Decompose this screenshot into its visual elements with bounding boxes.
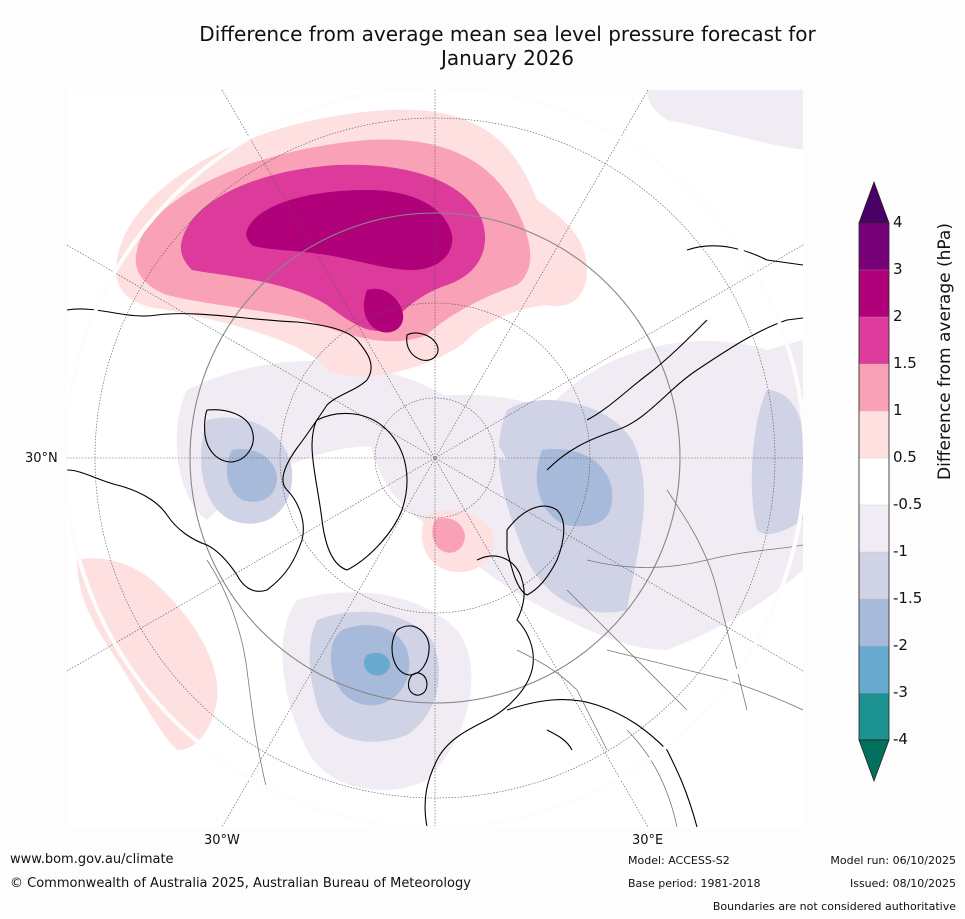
colorbar-band [858, 269, 890, 318]
footer-model-run: Model run: 06/10/2025 [830, 854, 956, 867]
footer-disclaimer: Boundaries are not considered authoritat… [712, 900, 956, 913]
anomaly-pink-greenland [432, 518, 465, 553]
coastlines [67, 245, 803, 827]
footer-issued: Issued: 08/10/2025 [849, 877, 956, 890]
colorbar-tick-label: 2 [893, 307, 903, 325]
colorbar-extend-bottom [858, 739, 890, 783]
footer-base-period: Base period: 1981-2018 [628, 877, 761, 890]
colorbar-tick-label: -0.5 [893, 495, 923, 513]
colorbar-bands [858, 222, 890, 741]
anomaly-lavender-east-edge [751, 390, 803, 535]
colorbar-axis-label: Difference from average (hPa) [935, 223, 955, 480]
anomaly-purple-aleutian [363, 288, 404, 333]
title-line-1: Difference from average mean sea level p… [199, 22, 816, 46]
colorbar-tick-label: -1.5 [893, 589, 923, 607]
label-30w: 30°W [204, 833, 240, 848]
colorbar-band [858, 692, 890, 741]
anomaly-blue-hudson [226, 449, 277, 502]
circle-latitude [189, 212, 681, 704]
colorbar-band [858, 551, 890, 600]
polar-map [63, 86, 807, 830]
colorbar-tick-label: 4 [893, 213, 903, 231]
chart-title: Difference from average mean sea level p… [150, 22, 865, 70]
colorbar-band [858, 645, 890, 694]
colorbar-tick-label: -2 [893, 636, 908, 654]
anomaly-pink-west-atlantic [77, 558, 218, 750]
footer-model: Model: ACCESS-S2 [628, 854, 730, 867]
country-borders [206, 489, 803, 827]
anomaly-blue-siberia [536, 449, 613, 527]
label-30e: 30°E [632, 833, 664, 848]
label-30n: 30°N [25, 451, 58, 466]
anomaly-lavender-northeast [647, 90, 803, 150]
colorbar-band [858, 410, 890, 459]
colorbar-tick-label: -4 [893, 730, 908, 748]
colorbar-tick-label: 0.5 [893, 448, 917, 466]
colorbar-tick-label: -3 [893, 683, 908, 701]
colorbar-frame [858, 222, 890, 741]
map-svg [63, 86, 807, 830]
footer-copyright: © Commonwealth of Australia 2025, Austra… [10, 876, 471, 891]
colorbar [858, 180, 890, 783]
colorbar-band [858, 222, 890, 271]
colorbar-extend-top [858, 180, 890, 224]
colorbar-band [858, 316, 890, 365]
footer-url[interactable]: www.bom.gov.au/climate [10, 852, 174, 867]
colorbar-band [858, 598, 890, 647]
colorbar-tick-label: -1 [893, 542, 908, 560]
colorbar-band [858, 504, 890, 553]
title-line-2: January 2026 [440, 46, 575, 70]
anomaly-deepblue-atlantic [363, 652, 390, 676]
colorbar-tick-label: 3 [893, 260, 903, 278]
colorbar-tick-label: 1.5 [893, 354, 917, 372]
colorbar-tick-label: 1 [893, 401, 903, 419]
colorbar-band [858, 363, 890, 412]
anomaly-purple-pacific [246, 190, 453, 270]
colorbar-band [858, 457, 890, 506]
